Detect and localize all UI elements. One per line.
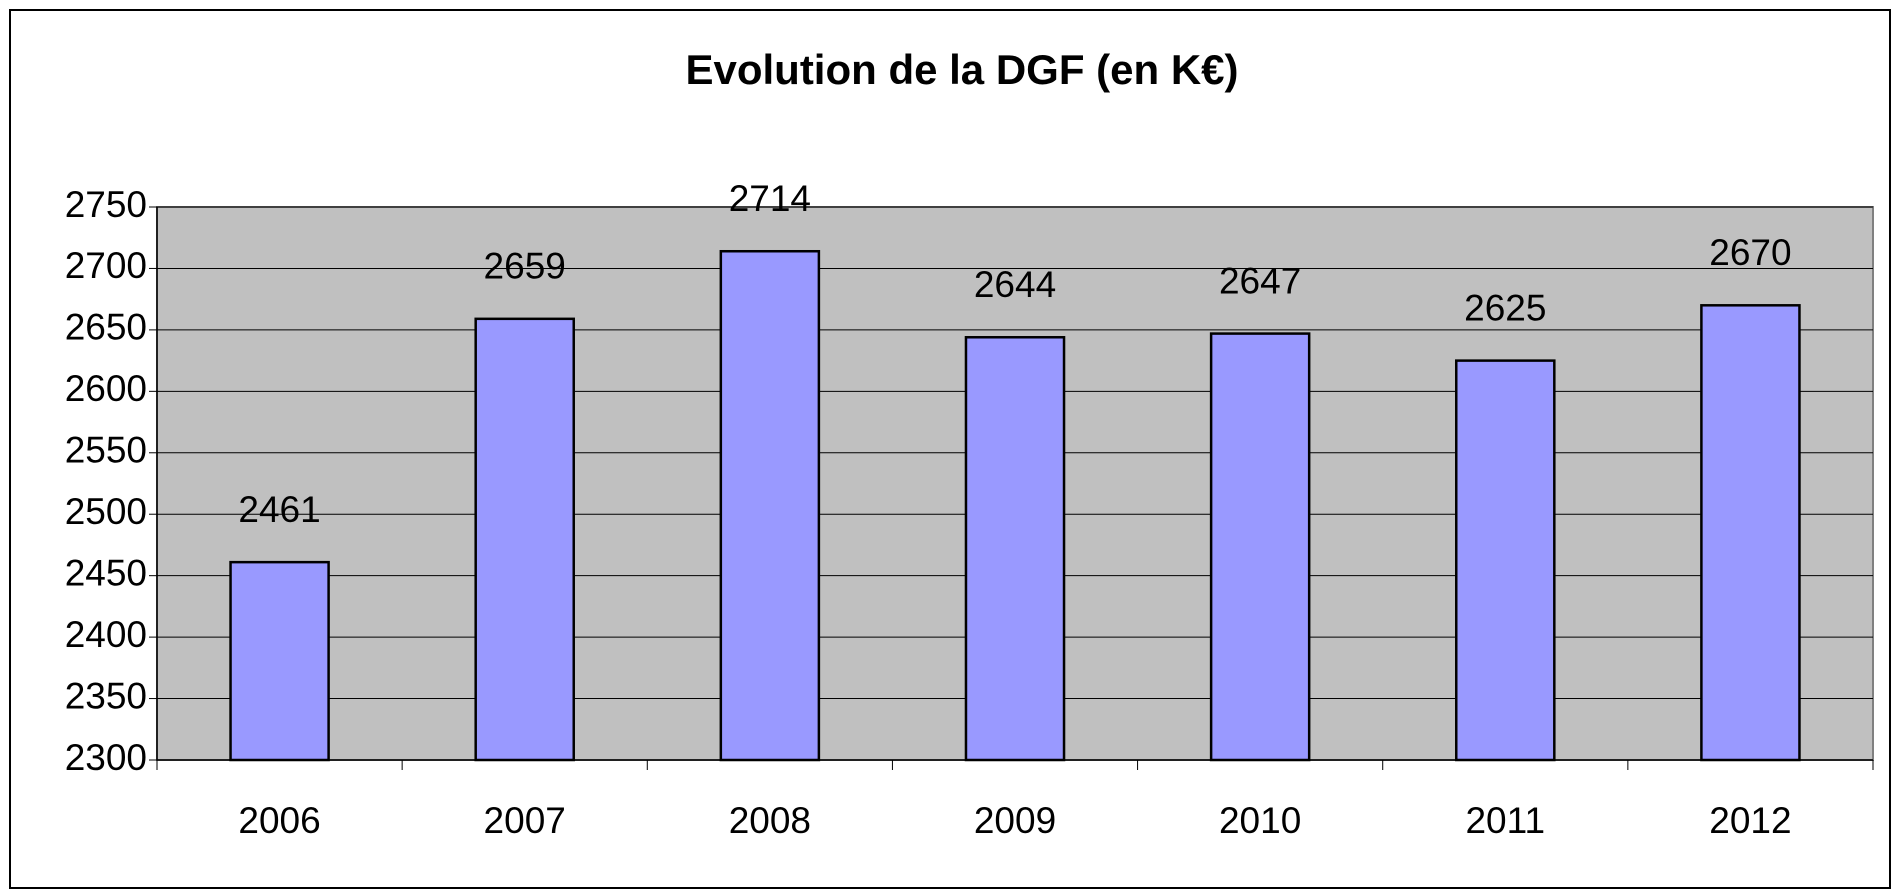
y-tick-label: 2300 (65, 737, 147, 778)
bar (229, 560, 330, 762)
y-tick-label: 2750 (65, 184, 147, 225)
bar (1209, 332, 1311, 762)
x-tick-label: 2006 (238, 800, 320, 841)
y-tick-label: 2350 (65, 675, 147, 716)
bar (719, 249, 821, 762)
y-tick-label: 2600 (65, 368, 147, 409)
x-tick-label: 2011 (1465, 800, 1545, 841)
x-tick-label: 2009 (974, 800, 1056, 841)
data-label: 2659 (484, 246, 566, 287)
data-label: 2714 (729, 178, 811, 219)
bar (474, 317, 575, 762)
y-tick-label: 2400 (65, 614, 147, 655)
y-tick-label: 2550 (65, 430, 147, 471)
data-label: 2461 (238, 489, 320, 530)
y-tick-label: 2500 (65, 491, 147, 532)
bar (1700, 304, 1801, 762)
y-tick-label: 2650 (65, 307, 147, 348)
bar (964, 336, 1066, 762)
x-tick-label: 2007 (484, 800, 566, 841)
y-tick-label: 2450 (65, 552, 147, 593)
data-label: 2625 (1464, 287, 1546, 328)
y-tick-label: 2700 (65, 245, 147, 286)
x-tick-label: 2008 (729, 800, 811, 841)
data-label: 2644 (974, 264, 1056, 305)
bar (1455, 359, 1556, 762)
data-label: 2670 (1709, 232, 1791, 273)
chart-title: Evolution de la DGF (en K€) (685, 46, 1238, 93)
data-label: 2647 (1219, 260, 1301, 301)
x-tick-label: 2012 (1709, 800, 1791, 841)
x-tick-label: 2010 (1219, 800, 1301, 841)
